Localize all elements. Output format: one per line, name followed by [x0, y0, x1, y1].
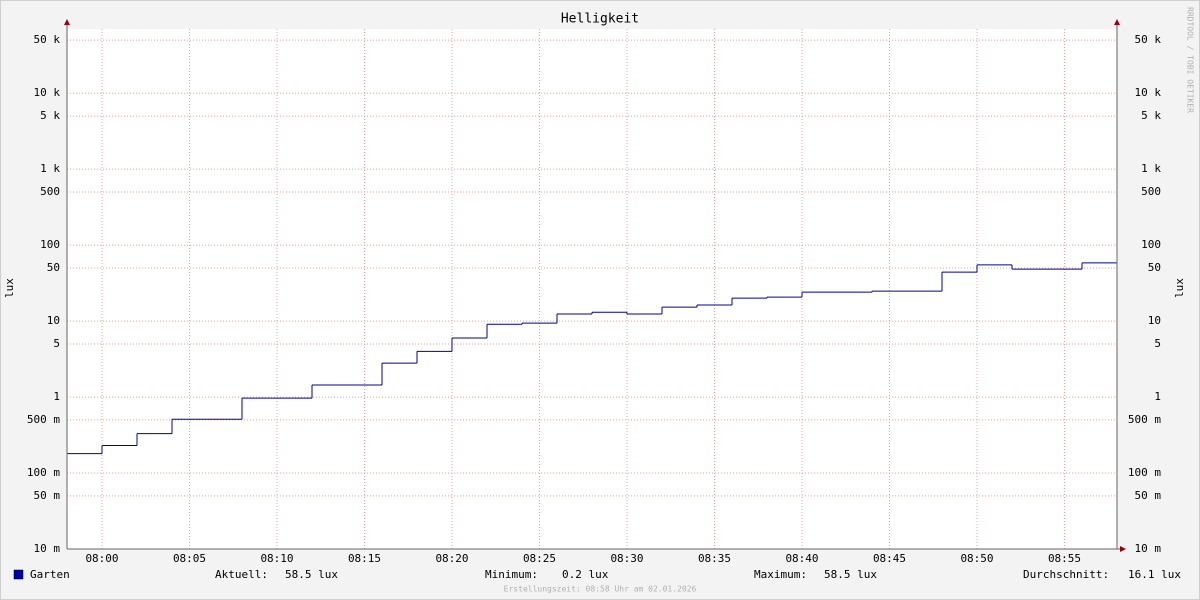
stat-value: 58.5 lux	[285, 568, 338, 581]
y-tick-label: 100	[40, 238, 60, 251]
y2-tick-label: 50	[1148, 261, 1161, 274]
y-axis-label: lux	[3, 278, 16, 298]
y-tick-label: 50 k	[34, 33, 61, 46]
y-tick-label: 1	[53, 390, 60, 403]
y-tick-label: 5	[53, 337, 60, 350]
y2-tick-label: 5 k	[1141, 109, 1161, 122]
watermark: RRDTOOL / TOBI OETIKER	[1186, 7, 1195, 113]
stat-label: Maximum:	[754, 568, 807, 581]
x-tick-label: 08:10	[260, 552, 293, 565]
x-tick-label: 08:55	[1048, 552, 1081, 565]
axis-arrow	[1120, 546, 1126, 552]
x-tick-label: 08:40	[785, 552, 818, 565]
stat-value: 0.2 lux	[562, 568, 609, 581]
y-tick-label: 500 m	[27, 413, 60, 426]
y-tick-label: 10	[47, 314, 60, 327]
legend-label: Garten	[30, 568, 70, 581]
y2-tick-label: 1 k	[1141, 162, 1161, 175]
x-tick-label: 08:35	[698, 552, 731, 565]
y2-tick-label: 10	[1148, 314, 1161, 327]
x-tick-label: 08:50	[960, 552, 993, 565]
stat-label: Minimum:	[485, 568, 538, 581]
y2-tick-label: 100 m	[1128, 466, 1161, 479]
x-tick-label: 08:30	[610, 552, 643, 565]
y2-tick-label: 10 k	[1135, 86, 1162, 99]
y-tick-label: 500	[40, 185, 60, 198]
x-tick-label: 08:15	[348, 552, 381, 565]
axis-arrow	[64, 19, 70, 25]
y-tick-label: 10 k	[34, 86, 61, 99]
y2-tick-label: 500 m	[1128, 413, 1161, 426]
stat-value: 16.1 lux	[1128, 568, 1181, 581]
y2-tick-label: 100	[1141, 238, 1161, 251]
chart-title: Helligkeit	[561, 12, 639, 27]
axis-arrow	[1114, 19, 1120, 25]
x-tick-label: 08:45	[873, 552, 906, 565]
y2-axis-label: lux	[1173, 278, 1186, 298]
y-tick-label: 1 k	[40, 162, 60, 175]
x-tick-label: 08:20	[435, 552, 468, 565]
y2-tick-label: 50 k	[1135, 33, 1162, 46]
y2-tick-label: 5	[1154, 337, 1161, 350]
x-tick-label: 08:05	[173, 552, 206, 565]
y2-tick-label: 1	[1154, 390, 1161, 403]
stat-value: 58.5 lux	[824, 568, 877, 581]
y-tick-label: 50	[47, 261, 60, 274]
stat-label: Aktuell:	[215, 568, 268, 581]
y-tick-label: 10 m	[34, 542, 61, 555]
x-tick-label: 08:25	[523, 552, 556, 565]
y-tick-label: 5 k	[40, 109, 60, 122]
y2-tick-label: 500	[1141, 185, 1161, 198]
x-tick-label: 08:00	[85, 552, 118, 565]
y2-tick-label: 50 m	[1135, 489, 1162, 502]
footer: Erstellungszeit: 08:58 Uhr am 02.01.2026	[504, 585, 697, 594]
y-tick-label: 100 m	[27, 466, 60, 479]
y2-tick-label: 10 m	[1135, 542, 1162, 555]
plot-area	[67, 29, 1117, 549]
y-tick-label: 50 m	[34, 489, 61, 502]
stat-label: Durchschnitt:	[1023, 568, 1109, 581]
legend-swatch	[13, 569, 24, 580]
series	[67, 262, 1117, 455]
